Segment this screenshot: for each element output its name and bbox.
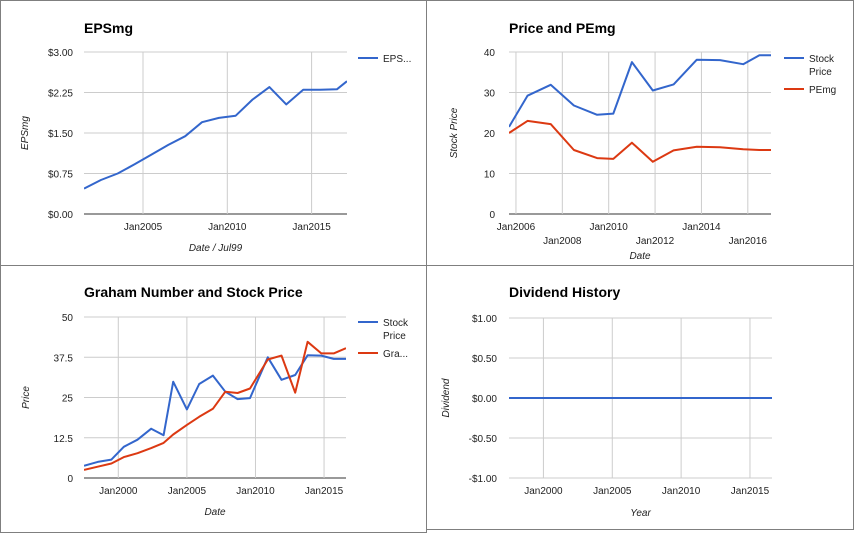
chart-title: Price and PEmg xyxy=(509,20,616,36)
y-axis-title: Dividend xyxy=(441,378,452,417)
graham-chart: Graham Number and Stock Price 50 37.5 25 12.… xyxy=(21,284,409,518)
eps-chart-panel: EPSmg $3.00 $2.25 $1.50 $0.75 $0.00 Jan2005 Jan… xyxy=(0,0,427,266)
y-tick-label: 50 xyxy=(62,313,74,324)
x-tick-label: Jan2005 xyxy=(124,222,163,233)
dividend-chart: Dividend History $1.00 $0.50 $0.00 -$0.50 -$1… xyxy=(441,284,772,519)
x-tick-label: Jan2010 xyxy=(208,222,247,233)
legend-label: PEmg xyxy=(809,85,836,96)
x-tick-label: Jan2014 xyxy=(682,222,721,233)
y-tick-label: $0.00 xyxy=(48,210,73,221)
x-tick-label: Jan2010 xyxy=(590,222,629,233)
graham-chart-panel: Graham Number and Stock Price 50 37.5 25 12.… xyxy=(0,265,427,533)
y-tick-label: 12.5 xyxy=(54,434,74,445)
x-axis-title: Date xyxy=(204,507,226,518)
y-tick-label: $1.50 xyxy=(48,129,73,140)
x-tick-label: Jan2015 xyxy=(731,486,770,497)
x-tick-label: Jan2000 xyxy=(99,486,138,497)
x-tick-label: Jan2015 xyxy=(292,222,331,233)
y-tick-label: 40 xyxy=(484,48,496,59)
chart-title: Graham Number and Stock Price xyxy=(84,284,303,300)
y-tick-label: $0.75 xyxy=(48,170,73,181)
y-axis-title: Stock Price xyxy=(449,107,460,158)
x-tick-label: Jan2008 xyxy=(543,236,582,247)
y-tick-label: -$1.00 xyxy=(469,474,498,485)
x-axis-title: Date xyxy=(629,251,651,262)
chart-title: EPSmg xyxy=(84,20,133,36)
x-tick-label: Jan2005 xyxy=(593,486,632,497)
x-tick-label: Jan2010 xyxy=(236,486,275,497)
x-axis-title: Year xyxy=(630,508,651,519)
y-tick-label: 20 xyxy=(484,129,496,140)
y-tick-label: 10 xyxy=(484,170,496,181)
x-tick-label: Jan2005 xyxy=(168,486,207,497)
y-tick-label: 0 xyxy=(489,210,495,221)
x-tick-label: Jan2012 xyxy=(636,236,675,247)
y-tick-label: 25 xyxy=(62,394,74,405)
legend-label: EPS... xyxy=(383,54,411,65)
y-tick-label: $0.50 xyxy=(472,354,497,365)
y-axis-title: EPSmg xyxy=(20,116,31,150)
y-tick-label: $2.25 xyxy=(48,89,73,100)
y-axis-title: Price xyxy=(21,386,32,409)
x-tick-label: Jan2000 xyxy=(524,486,563,497)
price-pe-chart-panel: Price and PEmg 40 30 20 10 0 Jan2006 Jan2008 Jan… xyxy=(426,0,854,266)
x-tick-label: Jan2015 xyxy=(305,486,344,497)
eps-chart: EPSmg $3.00 $2.25 $1.50 $0.75 $0.00 Jan2005 Jan… xyxy=(20,20,411,254)
series-line-secondary xyxy=(84,340,346,471)
series-line-primary xyxy=(84,354,346,467)
dividend-chart-panel: Dividend History $1.00 $0.50 $0.00 -$0.50 -$1… xyxy=(426,265,854,530)
y-tick-label: $3.00 xyxy=(48,48,73,59)
chart-title: Dividend History xyxy=(509,284,620,300)
series-line-secondary xyxy=(509,119,771,163)
legend-label: Stock Price xyxy=(383,318,409,342)
x-tick-label: Jan2010 xyxy=(662,486,701,497)
y-tick-label: -$0.50 xyxy=(469,434,498,445)
y-tick-label: 37.5 xyxy=(54,353,74,364)
y-tick-label: 0 xyxy=(67,474,73,485)
y-tick-label: $1.00 xyxy=(472,314,497,325)
x-tick-label: Jan2006 xyxy=(497,222,536,233)
legend-label: Stock Price xyxy=(809,54,835,78)
series-line-primary xyxy=(84,80,347,190)
legend-label: Gra... xyxy=(383,349,408,360)
x-axis-title: Date / Jul99 xyxy=(189,243,243,254)
y-tick-label: $0.00 xyxy=(472,394,497,405)
x-tick-label: Jan2016 xyxy=(729,236,768,247)
series-line-primary xyxy=(509,54,771,128)
y-tick-label: 30 xyxy=(484,89,496,100)
